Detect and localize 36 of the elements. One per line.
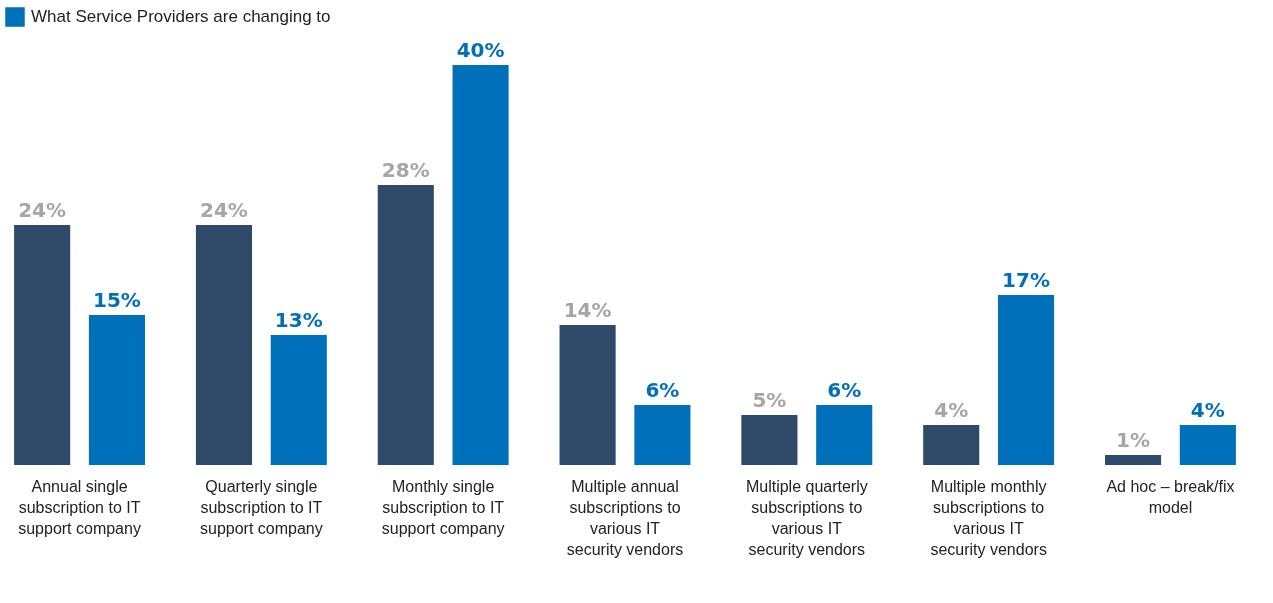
- data-label: 17%: [1002, 268, 1050, 292]
- legend-label: What Service Providers are changing to: [31, 7, 331, 26]
- x-tick-label: Annual single subscription to IT support company: [18, 478, 141, 537]
- bar: [195, 225, 253, 465]
- x-tick-label: Multiple annual subscriptions to various IT security vendors: [566, 478, 684, 558]
- x-tick-label: Quarterly single subscription to IT support company: [200, 478, 323, 537]
- data-label: 24%: [200, 198, 248, 222]
- bar: [816, 405, 873, 465]
- bar: [741, 415, 798, 465]
- data-label: 28%: [381, 158, 430, 182]
- bar: [270, 335, 327, 465]
- x-tick-label: Multiple quarterly subscriptions to various IT security vendors: [745, 478, 868, 558]
- data-label: 4%: [934, 398, 969, 422]
- data-label: 5%: [752, 388, 787, 412]
- data-label: 15%: [93, 288, 141, 312]
- data-label: 40%: [456, 38, 505, 62]
- data-label: 4%: [1190, 398, 1225, 422]
- bar: [452, 65, 509, 465]
- bar: [634, 405, 691, 465]
- x-tick-label: Monthly single subscription to IT support company: [381, 478, 505, 537]
- data-label: 24%: [18, 198, 67, 222]
- bar: [88, 315, 145, 465]
- bar: [14, 225, 71, 465]
- data-label: 6%: [827, 378, 862, 402]
- bar: [923, 425, 980, 465]
- bar: [377, 185, 434, 465]
- bar: [997, 295, 1055, 465]
- bar: [559, 325, 616, 465]
- data-label: 6%: [645, 378, 680, 402]
- data-label: 14%: [563, 298, 612, 322]
- data-label: 1%: [1116, 428, 1151, 452]
- data-label: 13%: [274, 308, 323, 332]
- x-tick-label: Multiple monthly subscriptions to various IT security vendors: [930, 478, 1047, 558]
- x-tick-label: Ad hoc – break/fix model: [1106, 478, 1235, 516]
- bar: [1179, 425, 1236, 465]
- bar: [1105, 455, 1162, 465]
